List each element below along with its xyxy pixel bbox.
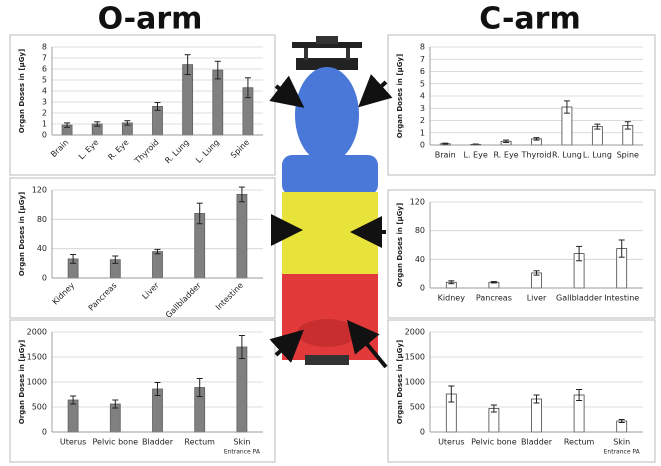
y-tick-label: 40 (415, 255, 425, 264)
bar (236, 193, 248, 279)
y-tick-label: 2 (42, 109, 47, 118)
bar (182, 64, 194, 136)
left-header: O-arm (98, 2, 203, 37)
y-tick-label: 1 (42, 120, 47, 129)
y-tick-label: 1000 (27, 378, 47, 387)
x-tick-label: Pelvic bone (471, 438, 517, 447)
x-tick-label: R. Lung (552, 151, 582, 160)
y-tick-label: 5 (420, 79, 425, 88)
y-axis-label: Organ Doses in [µGy] (396, 203, 404, 287)
y-tick-label: 2000 (27, 328, 47, 337)
x-tick-label: Pelvic bone (93, 438, 139, 447)
y-tick-label: 8 (420, 43, 425, 52)
y-axis-label: Organ Doses in [µGy] (396, 340, 404, 424)
x-tick-label: Pancreas (476, 294, 512, 303)
chart-frame (9, 177, 276, 319)
bar (152, 251, 163, 279)
y-tick-label: 6 (42, 65, 47, 74)
arrow (358, 74, 393, 108)
x-tick-label: R. Eye (494, 151, 519, 160)
phantom-shoulders (282, 155, 378, 195)
y-tick-label: 3 (420, 104, 425, 113)
x-tick-label: Bladder (521, 438, 553, 447)
y-tick-label: 7 (420, 55, 425, 64)
y-tick-label: 40 (37, 244, 47, 253)
y-tick-label: 8 (42, 43, 47, 52)
x-tick-label: Liver (527, 294, 547, 303)
bar (236, 346, 248, 433)
x-tick-label: Rectum (564, 438, 595, 447)
y-tick-label: 0 (42, 131, 47, 140)
y-tick-label: 1500 (27, 353, 47, 362)
y-tick-label: 1000 (405, 378, 425, 387)
turntable (296, 58, 358, 70)
bar (67, 399, 79, 433)
y-tick-label: 4 (420, 92, 425, 101)
x-tick-label: Gallbladder (556, 294, 603, 303)
phantom-head (295, 67, 359, 163)
x-tick-label: Spine (617, 151, 639, 160)
chart-frame (387, 319, 656, 463)
y-tick-label: 120 (32, 186, 47, 195)
x-tick-note: Entrance PA (224, 449, 261, 456)
y-axis-label: Organ Doses in [µGy] (396, 54, 404, 138)
x-tick-label: Bladder (142, 438, 174, 447)
x-tick-label: Uterus (438, 438, 464, 447)
turntable (346, 48, 350, 60)
y-tick-label: 0 (42, 274, 47, 283)
arrows (269, 74, 393, 369)
y-tick-label: 1 (420, 128, 425, 137)
x-tick-label: Thyroid (521, 151, 552, 160)
y-tick-label: 80 (37, 215, 47, 224)
y-tick-label: 2 (420, 116, 425, 125)
chart-frame (387, 189, 656, 319)
arrow (269, 75, 305, 108)
phantom-base (305, 355, 349, 365)
x-tick-label: Uterus (60, 438, 86, 447)
x-tick-label: Kidney (438, 294, 466, 303)
y-tick-label: 0 (420, 284, 425, 293)
y-tick-label: 3 (42, 98, 47, 107)
y-tick-label: 5 (42, 76, 47, 85)
y-tick-label: 500 (32, 403, 47, 412)
x-tick-label: Brain (435, 151, 456, 160)
x-tick-label: Skin (233, 438, 250, 447)
turntable (304, 48, 308, 60)
y-tick-label: 120 (410, 198, 425, 207)
phantom-pelvis (282, 274, 378, 360)
y-tick-label: 7 (42, 54, 47, 63)
y-tick-label: 500 (410, 403, 425, 412)
y-tick-label: 0 (420, 141, 425, 150)
bar (531, 398, 542, 433)
chart-frame (387, 34, 656, 176)
y-axis-label: Organ Doses in [µGy] (18, 49, 26, 133)
turntable (292, 42, 362, 48)
chart-frame (9, 319, 276, 463)
y-tick-label: 0 (420, 428, 425, 437)
y-tick-label: 6 (420, 67, 425, 76)
y-axis-label: Organ Doses in [µGy] (18, 340, 26, 424)
x-tick-label: L. Lung (583, 151, 612, 160)
x-tick-label: L. Eye (464, 151, 488, 160)
y-axis-label: Organ Doses in [µGy] (18, 192, 26, 276)
x-tick-note: Entrance PA (604, 449, 641, 456)
phantom (282, 36, 378, 365)
y-tick-label: 2000 (405, 328, 425, 337)
x-tick-label: Intestine (604, 294, 639, 303)
x-tick-label: Skin (613, 438, 630, 447)
phantom-thighs (297, 319, 357, 347)
y-tick-label: 4 (42, 87, 47, 96)
y-tick-label: 0 (42, 428, 47, 437)
y-tick-label: 80 (415, 226, 425, 235)
y-tick-label: 1500 (405, 353, 425, 362)
turntable (316, 36, 338, 44)
x-tick-label: Rectum (184, 438, 215, 447)
arrow (269, 329, 304, 363)
right-header: C-arm (479, 2, 580, 37)
bar (212, 69, 224, 136)
arrow (346, 319, 388, 369)
